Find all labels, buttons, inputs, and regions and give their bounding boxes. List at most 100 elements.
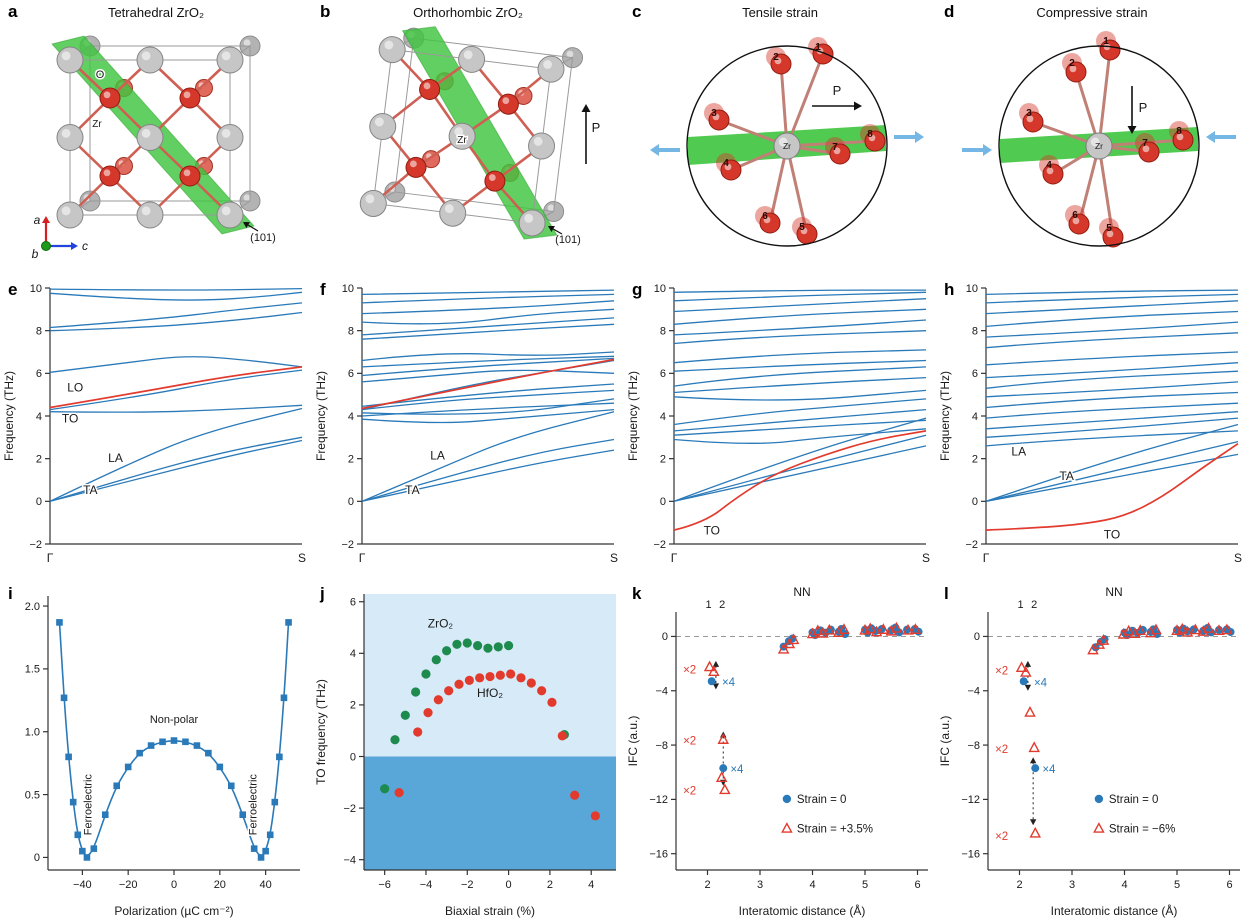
svg-text:4: 4 — [348, 411, 354, 423]
panel-k: k 0 −4 −8 −12 −16 2 3 4 5 6 IFC (a.u.) Interatomic … — [624, 582, 936, 922]
svg-text:3: 3 — [1026, 108, 1032, 119]
svg-text:LA: LA — [108, 451, 123, 465]
svg-text:−6: −6 — [378, 879, 391, 891]
svg-text:−20: −20 — [119, 879, 138, 891]
svg-text:S: S — [1234, 551, 1242, 565]
svg-text:−12: −12 — [649, 794, 668, 806]
svg-text:2: 2 — [719, 599, 725, 611]
svg-text:P: P — [592, 120, 601, 135]
svg-text:6: 6 — [914, 879, 920, 891]
svg-text:2: 2 — [547, 879, 553, 891]
svg-text:Strain = 0: Strain = 0 — [1109, 794, 1159, 806]
panel-i: i 0 0.5 1.0 1.5 2.0 −40 −20 0 20 40 Polarization (… — [0, 582, 312, 922]
svg-text:NN: NN — [1105, 585, 1122, 599]
svg-text:Ferroelectric: Ferroelectric — [247, 774, 259, 836]
svg-text:Biaxial strain (%): Biaxial strain (%) — [445, 904, 535, 918]
svg-text:−8: −8 — [967, 740, 980, 752]
svg-text:2.0: 2.0 — [25, 601, 40, 613]
panel-letter-g: g — [632, 280, 643, 299]
panel-letter-j: j — [320, 584, 325, 603]
svg-text:2: 2 — [660, 453, 666, 465]
compressive-strain-diagram: 1 2 3 4 5 6 7 8 Zr P — [962, 31, 1236, 248]
svg-text:2: 2 — [348, 453, 354, 465]
svg-text:×4: ×4 — [730, 764, 744, 776]
panel-f: f −2 0 2 4 6 8 10 Frequency (THz) Γ S LA TA — [312, 278, 624, 582]
svg-text:5: 5 — [799, 222, 805, 233]
panel-h: h −2 0 2 4 6 8 10 Frequency (THz) Γ S LA TA TO — [936, 278, 1248, 582]
svg-text:10: 10 — [966, 283, 978, 295]
svg-text:10: 10 — [30, 283, 42, 295]
svg-text:8: 8 — [867, 129, 873, 140]
svg-text:20: 20 — [214, 879, 226, 891]
panel-letter-k: k — [632, 584, 642, 603]
panel-l: l 0 −4 −8 −12 −16 2 3 4 5 6 IFC (a.u.) Interatomic … — [936, 582, 1248, 922]
svg-text:7: 7 — [1142, 138, 1148, 149]
svg-text:c: c — [82, 239, 88, 253]
svg-text:Strain = +3.5%: Strain = +3.5% — [797, 824, 873, 836]
svg-text:4: 4 — [350, 648, 356, 660]
svg-text:4: 4 — [1046, 160, 1052, 171]
svg-text:8: 8 — [660, 325, 666, 337]
panel-g: g −2 0 2 4 6 8 10 Frequency (THz) Γ S TO — [624, 278, 936, 582]
svg-text:Interatomic distance (Å): Interatomic distance (Å) — [1051, 903, 1178, 918]
svg-text:4: 4 — [588, 879, 594, 891]
svg-text:8: 8 — [348, 325, 354, 337]
svg-text:−2: −2 — [461, 879, 474, 891]
double-well-chart: 0 0.5 1.0 1.5 2.0 −40 −20 0 20 40 Polarization (µC… — [25, 596, 300, 918]
svg-text:a: a — [34, 213, 41, 227]
svg-text:Frequency (THz): Frequency (THz) — [314, 371, 328, 461]
svg-text:×2: ×2 — [683, 735, 696, 747]
panel-letter-c: c — [632, 2, 642, 21]
svg-text:Zr: Zr — [783, 141, 791, 151]
svg-text:b: b — [32, 247, 39, 261]
panel-c: c Tensile strain 1 2 3 4 5 6 7 8 Zr P — [624, 0, 936, 278]
svg-text:S: S — [610, 551, 618, 565]
svg-text:6: 6 — [660, 368, 666, 380]
svg-text:S: S — [298, 551, 306, 565]
svg-text:−2: −2 — [341, 539, 354, 551]
svg-text:−2: −2 — [965, 539, 978, 551]
crystal-structure-tetrahedral: O Zr a c b (101) — [32, 35, 276, 261]
panel-title-a: Tetrahedral ZrO₂ — [107, 5, 205, 20]
svg-text:1.0: 1.0 — [25, 727, 40, 739]
svg-text:Frequency (THz): Frequency (THz) — [2, 371, 16, 461]
svg-text:0: 0 — [348, 496, 354, 508]
svg-text:LO: LO — [67, 380, 83, 394]
panel-letter-l: l — [944, 584, 949, 603]
svg-text:HfO₂: HfO₂ — [477, 686, 503, 700]
phonon-chart-e: −2 0 2 4 6 8 10 Frequency (THz) Γ S LO TO LA TA — [2, 283, 306, 565]
svg-text:10: 10 — [654, 283, 666, 295]
svg-text:−4: −4 — [967, 686, 980, 698]
svg-text:×2: ×2 — [995, 831, 1008, 843]
svg-text:1: 1 — [1103, 36, 1109, 47]
panel-title-d: Compressive strain — [1036, 5, 1148, 20]
svg-text:O: O — [96, 69, 105, 81]
panel-letter-b: b — [320, 2, 331, 21]
panel-d: d Compressive strain 1 2 3 4 5 6 7 8 Zr P — [936, 0, 1248, 278]
svg-text:0: 0 — [171, 879, 177, 891]
svg-text:−8: −8 — [655, 740, 668, 752]
svg-text:2: 2 — [350, 700, 356, 712]
svg-text:2: 2 — [773, 52, 779, 63]
phonon-chart-f: −2 0 2 4 6 8 10 Frequency (THz) Γ S LA TA — [314, 283, 618, 565]
svg-text:−4: −4 — [655, 686, 668, 698]
svg-text:S: S — [922, 551, 930, 565]
svg-text:2: 2 — [1016, 879, 1022, 891]
panel-title-c: Tensile strain — [742, 5, 818, 20]
svg-text:Strain = 0: Strain = 0 — [797, 794, 847, 806]
svg-text:4: 4 — [809, 879, 815, 891]
svg-text:4: 4 — [660, 411, 666, 423]
svg-text:−4: −4 — [420, 879, 433, 891]
svg-text:×2: ×2 — [683, 786, 696, 798]
svg-text:Zr: Zr — [92, 119, 102, 130]
svg-text:0: 0 — [974, 631, 980, 643]
svg-text:P: P — [833, 83, 842, 98]
panel-j: j −4 −2 0 2 4 6 −6 −4 −2 0 2 4 TO frequency (THz) Bia… — [312, 582, 624, 922]
svg-text:−40: −40 — [73, 879, 92, 891]
svg-text:0: 0 — [972, 496, 978, 508]
svg-text:Γ: Γ — [671, 551, 678, 565]
svg-text:4: 4 — [1121, 879, 1127, 891]
svg-text:6: 6 — [762, 211, 768, 222]
svg-text:LA: LA — [1011, 444, 1026, 458]
svg-text:5: 5 — [1106, 223, 1112, 234]
